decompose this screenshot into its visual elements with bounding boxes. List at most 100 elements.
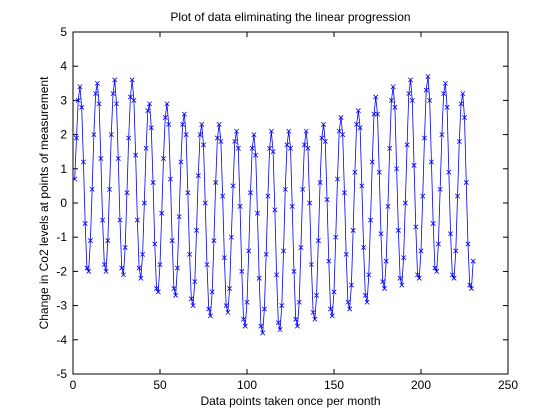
data-point-marker <box>188 296 194 302</box>
data-point-marker <box>305 145 311 151</box>
data-point-marker <box>388 97 394 103</box>
data-point-marker <box>119 265 125 271</box>
y-tick-label: -5 <box>56 367 67 381</box>
data-point-marker <box>213 179 219 185</box>
data-point-marker <box>112 77 118 83</box>
data-point-marker <box>347 306 353 312</box>
data-point-marker <box>409 97 415 103</box>
data-point-marker <box>312 316 318 322</box>
data-point-marker <box>228 234 234 240</box>
data-point-marker <box>275 320 281 326</box>
data-point-marker <box>148 125 154 131</box>
data-point-marker <box>418 248 424 254</box>
data-point-marker <box>294 323 300 329</box>
data-point-marker <box>361 244 367 250</box>
data-point-marker <box>272 207 278 213</box>
data-point-marker <box>350 227 356 233</box>
data-point-marker <box>211 238 217 244</box>
data-point-marker <box>260 330 266 336</box>
data-point-marker <box>448 231 454 237</box>
data-point-marker <box>408 77 414 83</box>
y-tick-label: 1 <box>60 162 67 176</box>
data-point-marker <box>263 251 269 257</box>
data-point-marker <box>314 292 320 298</box>
data-point-marker <box>157 262 163 268</box>
data-point-marker <box>72 176 78 182</box>
data-point-marker <box>110 91 116 97</box>
y-tick-label: 0 <box>60 196 67 210</box>
data-point-marker <box>145 108 151 114</box>
y-tick-label: 2 <box>60 128 67 142</box>
data-point-marker <box>256 275 262 281</box>
x-axis-title: Data points taken once per month <box>200 394 380 408</box>
y-tick-label: 3 <box>60 93 67 107</box>
data-point-marker <box>126 135 132 141</box>
data-point-marker <box>369 159 375 165</box>
data-point-marker <box>383 258 389 264</box>
x-tick-label: 250 <box>498 378 518 392</box>
data-point-marker <box>345 299 351 305</box>
data-point-marker <box>180 121 186 127</box>
data-point-marker <box>242 323 248 329</box>
data-point-marker <box>401 255 407 261</box>
data-point-marker <box>334 176 340 182</box>
x-tick-label: 100 <box>237 378 257 392</box>
data-point-marker <box>468 286 474 291</box>
y-tick-label: -1 <box>56 230 67 244</box>
data-point-marker <box>460 91 466 97</box>
data-point-marker <box>394 166 400 172</box>
data-point-marker <box>89 186 95 192</box>
data-point-marker <box>235 145 241 151</box>
data-point-marker <box>387 145 393 151</box>
data-point-marker <box>129 77 135 83</box>
y-tick-label: 5 <box>60 25 67 39</box>
data-point-marker <box>221 255 227 261</box>
data-point-marker <box>439 132 445 138</box>
data-point-marker <box>103 268 109 274</box>
data-point-marker <box>244 299 250 305</box>
data-point-marker <box>282 186 288 192</box>
axis-ticks: 0 50 100 150 200 250 -5 -4 -3 -2 -1 0 1 2 3 4 5 <box>56 25 518 392</box>
data-point-marker <box>274 272 280 278</box>
data-point-marker <box>366 272 372 278</box>
data-point-marker <box>249 145 255 151</box>
y-axis-title: Change in Co2 levels at points of measur… <box>37 76 51 329</box>
data-point-marker <box>91 132 97 138</box>
data-point-marker <box>406 91 412 97</box>
data-point-marker <box>171 286 177 291</box>
series-line <box>74 76 474 334</box>
data-point-marker <box>204 262 210 268</box>
data-point-marker <box>73 135 79 141</box>
data-point-marker <box>133 152 139 158</box>
data-point-marker <box>449 272 455 278</box>
data-point-marker <box>195 173 201 179</box>
data-point-marker <box>333 234 339 240</box>
data-point-marker <box>411 162 417 168</box>
data-point-marker <box>303 128 309 134</box>
data-point-marker <box>324 197 330 203</box>
data-point-marker <box>183 132 189 138</box>
data-point-marker <box>310 309 316 315</box>
data-point-marker <box>201 142 206 148</box>
data-point-marker <box>289 203 295 209</box>
data-point-marker <box>446 169 452 175</box>
y-tick-label: 4 <box>60 59 67 73</box>
data-point-marker <box>237 203 243 209</box>
x-tick-label: 50 <box>153 378 167 392</box>
data-point-marker <box>254 210 260 216</box>
data-point-marker <box>298 244 304 250</box>
data-point-marker <box>86 268 92 274</box>
data-point-marker <box>241 316 247 322</box>
data-point-marker <box>291 268 297 274</box>
data-point-marker <box>444 104 450 110</box>
data-point-marker <box>328 306 334 312</box>
data-point-marker <box>362 292 368 298</box>
data-point-marker <box>232 138 238 144</box>
data-point-marker <box>169 238 175 244</box>
data-point-marker <box>77 84 83 90</box>
data-point-marker <box>343 251 349 257</box>
data-point-marker <box>134 217 140 223</box>
y-tick-label: -4 <box>56 333 67 347</box>
data-point-marker <box>340 132 346 138</box>
data-point-marker <box>164 101 170 107</box>
